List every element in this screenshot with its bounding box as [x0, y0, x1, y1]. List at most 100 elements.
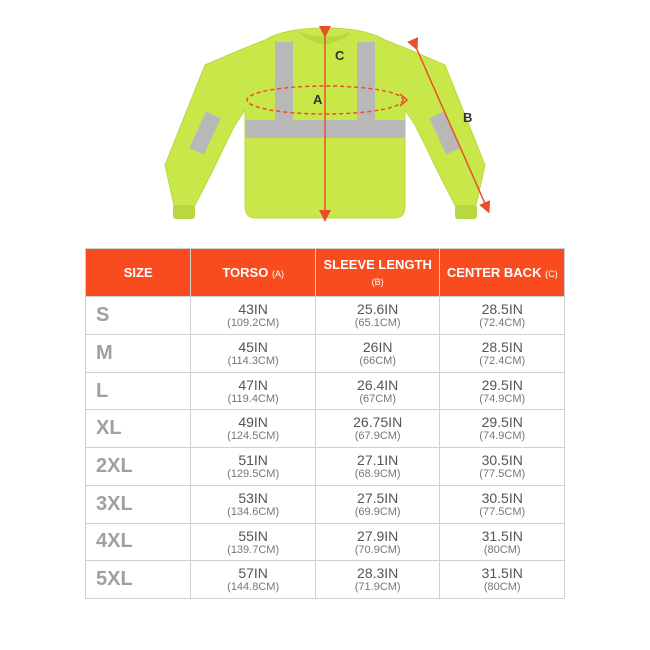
value-cm: (74.9CM): [442, 430, 562, 443]
value-cell: 26IN(66CM): [315, 334, 440, 372]
header-row: SIZE TORSO (A) SLEEVE LENGTH (B) CENTER …: [86, 249, 565, 297]
col-back: CENTER BACK (C): [440, 249, 565, 297]
value-cell: 26.75IN(67.9CM): [315, 410, 440, 448]
col-size: SIZE: [86, 249, 191, 297]
col-back-sub: (C): [545, 269, 558, 279]
value-cell: 27.5IN(69.9CM): [315, 485, 440, 523]
value-in: 30.5IN: [442, 452, 562, 468]
value-cell: 27.9IN(70.9CM): [315, 523, 440, 561]
value-cm: (72.4CM): [442, 317, 562, 330]
table-row: 5XL57IN(144.8CM)28.3IN(71.9CM)31.5IN(80C…: [86, 561, 565, 599]
value-cm: (74.9CM): [442, 393, 562, 406]
table-row: S43IN(109.2CM)25.6IN(65.1CM)28.5IN(72.4C…: [86, 297, 565, 335]
value-in: 25.6IN: [318, 301, 438, 317]
col-sleeve-sub: (B): [372, 277, 384, 287]
table-row: XL49IN(124.5CM)26.75IN(67.9CM)29.5IN(74.…: [86, 410, 565, 448]
col-size-label: SIZE: [124, 265, 153, 280]
value-cell: 30.5IN(77.5CM): [440, 485, 565, 523]
value-in: 27.9IN: [318, 528, 438, 544]
value-cell: 26.4IN(67CM): [315, 372, 440, 410]
value-cell: 43IN(109.2CM): [191, 297, 316, 335]
size-cell: S: [86, 297, 191, 335]
value-in: 28.5IN: [442, 301, 562, 317]
value-cell: 57IN(144.8CM): [191, 561, 316, 599]
value-cell: 30.5IN(77.5CM): [440, 448, 565, 486]
value-in: 29.5IN: [442, 414, 562, 430]
value-in: 45IN: [193, 339, 313, 355]
value-cell: 49IN(124.5CM): [191, 410, 316, 448]
value-cell: 47IN(119.4CM): [191, 372, 316, 410]
size-cell: L: [86, 372, 191, 410]
value-cm: (72.4CM): [442, 355, 562, 368]
value-in: 26.75IN: [318, 414, 438, 430]
value-cell: 29.5IN(74.9CM): [440, 410, 565, 448]
value-in: 26.4IN: [318, 377, 438, 393]
value-cell: 25.6IN(65.1CM): [315, 297, 440, 335]
value-cm: (67CM): [318, 393, 438, 406]
col-sleeve-label: SLEEVE LENGTH: [323, 257, 431, 272]
value-in: 28.5IN: [442, 339, 562, 355]
value-cm: (139.7CM): [193, 544, 313, 557]
value-in: 26IN: [318, 339, 438, 355]
value-in: 47IN: [193, 377, 313, 393]
value-cm: (119.4CM): [193, 393, 313, 406]
value-in: 57IN: [193, 565, 313, 581]
value-cell: 27.1IN(68.9CM): [315, 448, 440, 486]
label-a: A: [313, 92, 322, 107]
size-cell: 3XL: [86, 485, 191, 523]
value-cm: (129.5CM): [193, 468, 313, 481]
value-cm: (80CM): [442, 581, 562, 594]
value-cm: (70.9CM): [318, 544, 438, 557]
table-row: 4XL55IN(139.7CM)27.9IN(70.9CM)31.5IN(80C…: [86, 523, 565, 561]
shirt-svg: [125, 10, 525, 240]
value-cm: (144.8CM): [193, 581, 313, 594]
table-row: 3XL53IN(134.6CM)27.5IN(69.9CM)30.5IN(77.…: [86, 485, 565, 523]
value-cm: (124.5CM): [193, 430, 313, 443]
value-cm: (114.3CM): [193, 355, 313, 368]
col-sleeve: SLEEVE LENGTH (B): [315, 249, 440, 297]
value-cm: (77.5CM): [442, 468, 562, 481]
value-cm: (69.9CM): [318, 506, 438, 519]
value-in: 29.5IN: [442, 377, 562, 393]
size-table: SIZE TORSO (A) SLEEVE LENGTH (B) CENTER …: [85, 248, 565, 599]
value-cell: 31.5IN(80CM): [440, 523, 565, 561]
value-in: 43IN: [193, 301, 313, 317]
value-cm: (109.2CM): [193, 317, 313, 330]
size-cell: M: [86, 334, 191, 372]
value-cell: 53IN(134.6CM): [191, 485, 316, 523]
value-cm: (71.9CM): [318, 581, 438, 594]
value-in: 55IN: [193, 528, 313, 544]
value-in: 49IN: [193, 414, 313, 430]
size-cell: 5XL: [86, 561, 191, 599]
value-cell: 51IN(129.5CM): [191, 448, 316, 486]
label-b: B: [463, 110, 472, 125]
value-cm: (80CM): [442, 544, 562, 557]
value-cm: (77.5CM): [442, 506, 562, 519]
shirt-diagram: C A B: [125, 10, 525, 240]
size-cell: 2XL: [86, 448, 191, 486]
col-back-label: CENTER BACK: [447, 265, 542, 280]
col-torso: TORSO (A): [191, 249, 316, 297]
table-row: 2XL51IN(129.5CM)27.1IN(68.9CM)30.5IN(77.…: [86, 448, 565, 486]
value-in: 27.5IN: [318, 490, 438, 506]
size-cell: 4XL: [86, 523, 191, 561]
table-row: L47IN(119.4CM)26.4IN(67CM)29.5IN(74.9CM): [86, 372, 565, 410]
value-in: 27.1IN: [318, 452, 438, 468]
value-cell: 28.3IN(71.9CM): [315, 561, 440, 599]
size-table-wrap: SIZE TORSO (A) SLEEVE LENGTH (B) CENTER …: [85, 248, 565, 599]
value-cell: 45IN(114.3CM): [191, 334, 316, 372]
col-torso-sub: (A): [272, 269, 284, 279]
value-cm: (134.6CM): [193, 506, 313, 519]
value-cell: 28.5IN(72.4CM): [440, 334, 565, 372]
value-cm: (67.9CM): [318, 430, 438, 443]
value-cm: (68.9CM): [318, 468, 438, 481]
value-cell: 28.5IN(72.4CM): [440, 297, 565, 335]
value-cell: 29.5IN(74.9CM): [440, 372, 565, 410]
value-in: 30.5IN: [442, 490, 562, 506]
value-in: 28.3IN: [318, 565, 438, 581]
size-cell: XL: [86, 410, 191, 448]
table-row: M45IN(114.3CM)26IN(66CM)28.5IN(72.4CM): [86, 334, 565, 372]
value-in: 31.5IN: [442, 565, 562, 581]
value-cell: 31.5IN(80CM): [440, 561, 565, 599]
label-c: C: [335, 48, 344, 63]
